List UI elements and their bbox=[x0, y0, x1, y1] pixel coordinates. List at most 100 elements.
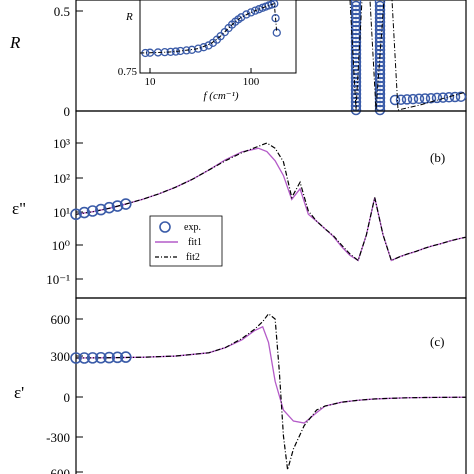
b-exp-point bbox=[95, 203, 107, 216]
panel-a-ylabel: R bbox=[9, 33, 21, 52]
a-exp-point bbox=[350, 0, 362, 12]
inset-xtick-label-1: 10 bbox=[145, 76, 157, 88]
a-exp-point bbox=[350, 40, 362, 52]
a-exp-point bbox=[374, 0, 386, 8]
panel-c: (c) ε' 600 300 0 -300 -600 bbox=[14, 297, 467, 474]
panel-b-data bbox=[70, 142, 467, 262]
panel-c-frame bbox=[75, 297, 467, 474]
legend: exp. fit1 fit2 bbox=[149, 215, 223, 267]
panel-b-ylabel: ε" bbox=[12, 199, 26, 218]
c-exp-point bbox=[86, 352, 99, 364]
a-exp-point bbox=[350, 68, 362, 80]
a-exp-point bbox=[389, 94, 401, 106]
a-exp-point bbox=[419, 93, 431, 104]
inset-ytick-label-1: 0.75 bbox=[118, 66, 138, 78]
b-ytick-label-4: 10⁰ bbox=[52, 238, 70, 253]
a-exp-point bbox=[350, 32, 362, 44]
a-exp-point bbox=[374, 72, 386, 84]
b-ytick-label-5: 10⁻¹ bbox=[46, 272, 70, 287]
a-exp-point bbox=[431, 92, 443, 104]
inset-exp-point bbox=[242, 10, 251, 19]
a-exp-point bbox=[350, 0, 362, 8]
a-exp-point bbox=[374, 52, 386, 64]
a-exp-point bbox=[350, 60, 362, 72]
a-exp-point bbox=[350, 76, 362, 88]
panel-c-ylabel: ε' bbox=[14, 383, 24, 402]
a-exp-point bbox=[350, 72, 362, 84]
a-exp-point bbox=[374, 76, 386, 88]
a-exp-point bbox=[413, 93, 425, 105]
a-exp-point bbox=[407, 93, 419, 105]
a-exp-point bbox=[449, 91, 461, 103]
legend-fit1-label: fit1 bbox=[188, 237, 202, 248]
c-series-fit2 bbox=[75, 312, 466, 470]
panel-b: (b) ε" 10³ 10² 10¹ 10⁰ 10⁻¹ exp. fit1 fi… bbox=[12, 110, 467, 299]
inset-xtick-label-2: 100 bbox=[243, 76, 260, 88]
panel-a-data bbox=[349, 0, 467, 116]
inset-exp-point bbox=[199, 43, 208, 52]
c-exp-point bbox=[119, 351, 132, 363]
a-ytick-label-1: 0.5 bbox=[54, 4, 70, 19]
c-exp-point bbox=[103, 351, 115, 364]
legend-box bbox=[149, 215, 223, 267]
a-exp-point bbox=[374, 4, 386, 16]
panel-c-data bbox=[70, 312, 466, 470]
b-exp-point bbox=[86, 205, 99, 217]
legend-exp-marker bbox=[159, 221, 171, 233]
a-exp-point bbox=[455, 91, 467, 102]
inset-xlabel: f (cm⁻¹) bbox=[203, 90, 238, 102]
a-exp-point bbox=[374, 12, 386, 24]
a-exp-point bbox=[374, 84, 386, 96]
a-exp-point bbox=[374, 68, 386, 80]
a-exp-point bbox=[374, 80, 386, 92]
a-exp-point bbox=[350, 52, 362, 64]
b-ytick-label-3: 10¹ bbox=[53, 205, 70, 220]
a-exp-point bbox=[374, 16, 386, 28]
a-exp-point bbox=[395, 94, 407, 105]
b-exp-point bbox=[103, 201, 115, 214]
c-series-fit1 bbox=[75, 325, 466, 424]
b-exp-point bbox=[119, 198, 132, 210]
a-exp-point bbox=[374, 32, 386, 44]
a-exp-point bbox=[350, 84, 362, 96]
inset-fit-line bbox=[140, 3, 278, 54]
a-exp-point bbox=[443, 92, 455, 103]
c-exp-point bbox=[111, 351, 124, 364]
a-fit-line bbox=[349, 0, 467, 111]
legend-exp-label: exp. bbox=[184, 222, 201, 233]
b-series-fit1 bbox=[75, 147, 467, 262]
inset: 10 100 0.75 f (cm⁻¹) R bbox=[118, 0, 297, 102]
a-exp-point bbox=[374, 64, 386, 76]
c-exp-point bbox=[70, 352, 82, 364]
a-exp-point bbox=[374, 8, 386, 20]
a-exp-point bbox=[350, 48, 362, 60]
inset-ylabel: R bbox=[125, 11, 133, 23]
a-exp-point bbox=[350, 44, 362, 56]
a-exp-point bbox=[350, 12, 362, 24]
b-exp-point bbox=[111, 200, 124, 212]
a-exp-point bbox=[350, 88, 362, 100]
inset-exp-point bbox=[251, 6, 260, 15]
a-ytick-label-2: 0 bbox=[64, 104, 71, 119]
a-exp-point bbox=[374, 0, 386, 12]
a-exp-point bbox=[350, 8, 362, 20]
c-ytick-label-3: 0 bbox=[64, 390, 71, 405]
c-ytick-label-1: 600 bbox=[51, 312, 71, 327]
inset-data bbox=[140, 0, 281, 58]
a-exp-point bbox=[425, 92, 437, 104]
a-exp-point bbox=[350, 4, 362, 16]
b-exp-point bbox=[70, 208, 82, 221]
a-exp-point bbox=[374, 28, 386, 40]
panel-c-label: (c) bbox=[430, 334, 444, 349]
legend-fit2-label: fit2 bbox=[186, 252, 200, 263]
c-ytick-label-4: -300 bbox=[46, 430, 70, 445]
a-exp-point bbox=[350, 36, 362, 48]
c-exp-point bbox=[95, 351, 107, 364]
c-ytick-label-5: -600 bbox=[46, 466, 70, 474]
panel-a: R 0.5 0 10 100 0.75 f (cm⁻¹) R bbox=[9, 0, 467, 119]
b-ytick-label-2: 10² bbox=[53, 171, 70, 186]
a-exp-point bbox=[350, 64, 362, 76]
a-exp-point bbox=[374, 36, 386, 48]
b-series-fit2 bbox=[75, 142, 467, 262]
a-exp-point bbox=[374, 92, 386, 104]
